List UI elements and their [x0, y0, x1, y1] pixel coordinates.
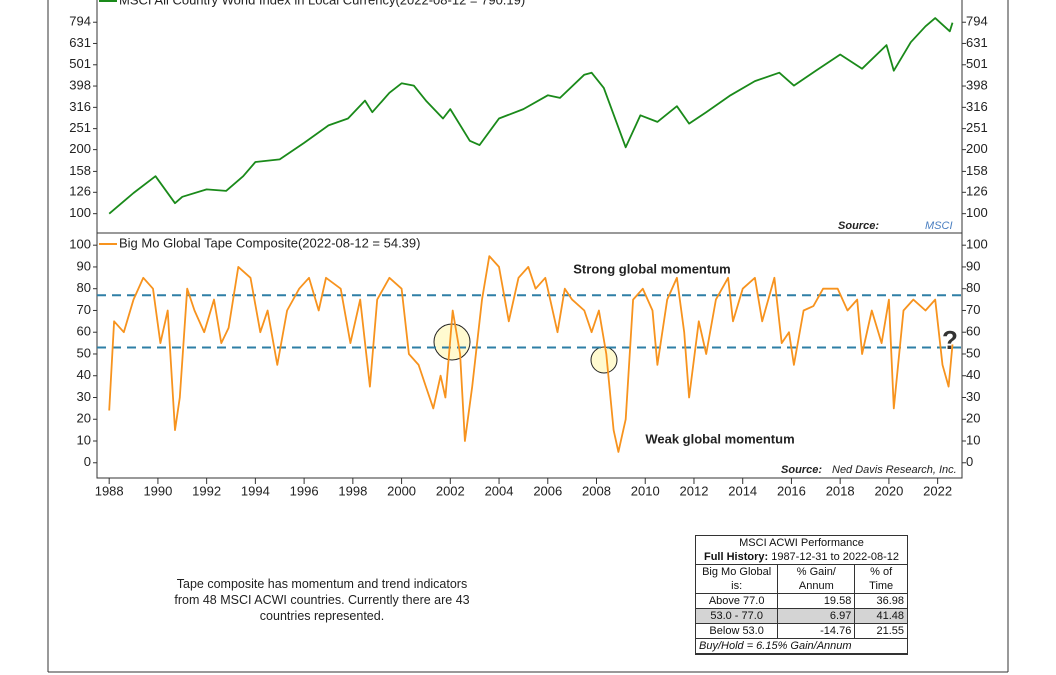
y-tick-label: 60 [77, 324, 91, 339]
y-tick-label: 70 [77, 302, 91, 317]
x-tick-label: 2004 [485, 483, 514, 498]
y-tick-label: 80 [77, 280, 91, 295]
x-tick-label: 2018 [826, 483, 855, 498]
y-tick-label: 501 [966, 56, 988, 71]
cell: 21.55 [854, 623, 907, 639]
source: MSCI [925, 220, 953, 232]
cell: 19.58 [777, 593, 855, 609]
y-tick-label: 20 [77, 411, 91, 426]
data-line [108, 255, 954, 453]
x-tick-label: 1990 [143, 483, 172, 498]
performance-table: MSCI ACWI Performance Full History: 1987… [695, 535, 908, 655]
source-label: Source: [781, 464, 822, 476]
x-tick-label: 2014 [728, 483, 757, 498]
cell: Above 77.0 [708, 595, 765, 607]
legend-label: MSCI All Country World Index in Local Cu… [119, 0, 525, 7]
y-tick-label: 100 [69, 237, 91, 252]
y-tick-label: 80 [966, 280, 980, 295]
x-tick-label: 1996 [290, 483, 319, 498]
y-tick-label: 158 [966, 163, 988, 178]
y-tick-label: 200 [69, 141, 91, 156]
y-tick-label: 0 [966, 454, 973, 469]
header: Big Mo Global is: [696, 564, 778, 594]
y-tick-label: 100 [966, 205, 988, 220]
y-tick-label: 398 [966, 77, 988, 92]
x-tick-label: 2008 [582, 483, 611, 498]
x-tick-label: 2020 [874, 483, 903, 498]
y-tick-label: 100 [966, 237, 988, 252]
y-tick-label: 251 [966, 120, 988, 135]
y-tick-label: 60 [966, 324, 980, 339]
x-tick-label: 1994 [241, 483, 270, 498]
y-tick-label: 794 [966, 14, 988, 29]
y-tick-label: 90 [77, 258, 91, 273]
y-tick-label: 316 [69, 99, 91, 114]
y-tick-label: 631 [69, 35, 91, 50]
table-history: Full History: 1987-12-31 to 2022-08-12 [696, 550, 907, 565]
y-tick-label: 398 [69, 77, 91, 92]
y-tick-label: 40 [77, 367, 91, 382]
cell: 36.98 [854, 593, 907, 609]
cell: -14.76 [777, 623, 855, 639]
highlight-circle [590, 346, 618, 374]
annotation: Strong global momentum [573, 261, 730, 276]
y-tick-label: 631 [966, 35, 988, 50]
y-tick-label: 10 [966, 432, 980, 447]
cell: 41.48 [854, 608, 907, 624]
y-tick-label: 40 [966, 367, 980, 382]
x-tick-label: 2012 [680, 483, 709, 498]
y-tick-label: 501 [69, 56, 91, 71]
history-label: Full History: [703, 551, 769, 563]
y-tick-label: 200 [966, 141, 988, 156]
y-tick-label: 90 [966, 258, 980, 273]
y-tick-label: 30 [77, 389, 91, 404]
cell: Below 53.0 [709, 625, 764, 637]
y-tick-label: 50 [77, 345, 91, 360]
history: 1987-12-31 to 2022-08-12 [771, 551, 900, 563]
header: % of Time [854, 564, 907, 594]
x-tick-label: 2000 [387, 483, 416, 498]
y-tick-label: 126 [69, 184, 91, 199]
x-tick-label: 2010 [631, 483, 660, 498]
plot-frame [96, 232, 963, 479]
legend-label: Big Mo Global Tape Composite(2022-08-12 … [119, 235, 420, 250]
y-tick-label: 126 [966, 184, 988, 199]
y-tick-label: 10 [77, 432, 91, 447]
source: Ned Davis Research, Inc. [832, 464, 957, 476]
y-tick-label: 70 [966, 302, 980, 317]
annotation: ? [942, 325, 958, 355]
y-tick-label: 50 [966, 345, 980, 360]
y-tick-label: 251 [69, 120, 91, 135]
header: % Gain/ Annum [777, 564, 855, 594]
y-tick-label: 0 [84, 454, 91, 469]
note: Tape composite has momentum and trend in… [174, 577, 470, 623]
y-tick-label: 20 [966, 411, 980, 426]
cell: 6.97 [777, 608, 855, 624]
y-tick-label: 158 [69, 163, 91, 178]
x-tick-label: 2006 [533, 483, 562, 498]
x-tick-label: 1998 [338, 483, 367, 498]
y-tick-label: 794 [69, 14, 91, 29]
y-tick-label: 100 [69, 205, 91, 220]
x-tick-label: 2016 [777, 483, 806, 498]
x-tick-label: 2022 [923, 483, 952, 498]
annotation: Weak global momentum [645, 431, 794, 446]
x-tick-label: 1992 [192, 483, 221, 498]
y-tick-label: 30 [966, 389, 980, 404]
cell: 53.0 - 77.0 [696, 608, 778, 624]
source-label: Source: [838, 220, 879, 232]
y-tick-label: 316 [966, 99, 988, 114]
table-footer: Buy/Hold = 6.15% Gain/Annum [696, 638, 907, 654]
x-tick-label: 1988 [95, 483, 124, 498]
plot-frame [96, 0, 963, 234]
data-line [108, 17, 954, 215]
table-title: MSCI ACWI Performance [739, 537, 864, 549]
x-tick-label: 2002 [436, 483, 465, 498]
